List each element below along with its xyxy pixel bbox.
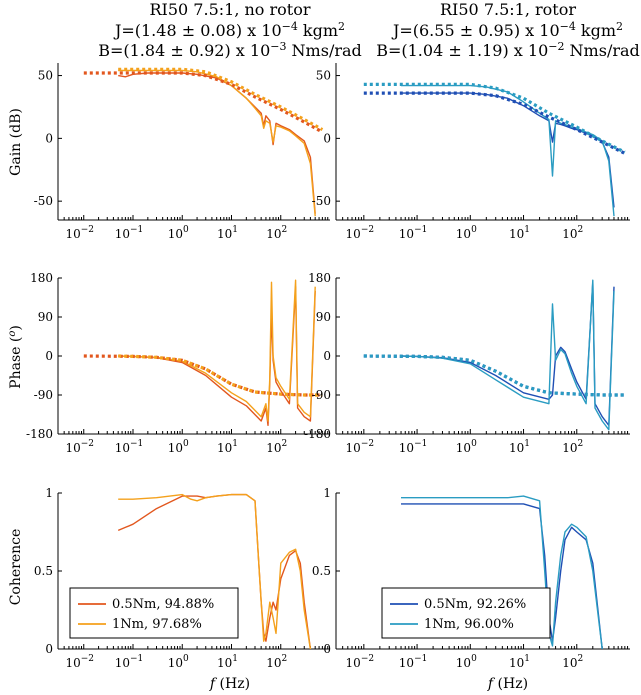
coherence-xtick-label-left-4: 102 [266,654,287,670]
phase-xtick-label-right-4: 102 [562,439,583,455]
coherence-xtick-label-right-1: 10−1 [399,654,428,670]
gain-xtick-label-left-2: 100 [168,225,189,241]
coherence-ytick-label-left-1: 0.5 [34,564,53,578]
phase-ytick-label-right-1: 90 [316,310,331,324]
gain-ytick-label-right-2: -50 [312,194,331,208]
gain-panel-left: 50 0 -50 10−2 10−1 100 101 102 [34,63,330,241]
coherence-ytick-label-left-0: 1 [45,486,53,500]
gain-series-left-2 [83,71,324,134]
gain-ytick-label-left-0: 50 [38,69,53,83]
legend-left: 0.5Nm, 94.88% 1Nm, 97.68% [69,587,239,639]
phase-ytick-label-left-0: 180 [30,271,53,285]
gain-ytick-label-left-1: 0 [45,131,53,145]
phase-ytick-label-left-3: -90 [34,388,53,402]
phase-series-left-0 [118,286,316,426]
x-label-right: f (Hz) [487,676,528,692]
coherence-xtick-label-left-3: 101 [217,654,238,670]
phase-ytick-label-right-2: 0 [323,349,331,363]
title-line1-left: RI50 7.5:1, no rotor [149,0,310,19]
phase-panel-left: 180 90 0 -90 -180 10−2 10−1 100 101 102 [26,271,330,455]
phase-series-left-2 [83,354,323,397]
coherence-ytick-label-right-2: 0 [323,642,331,656]
legend-right: 0.5Nm, 92.26% 1Nm, 96.00% [381,587,551,639]
gain-xtick-label-right-1: 10−1 [399,225,428,241]
coherence-series-left-1 [118,493,312,649]
title-line3-right: B=(1.04 ± 1.19) x 10−2 Nms/rad [376,40,640,60]
phase-xtick-label-left-3: 101 [217,439,238,455]
coherence-xtick-label-left-2: 100 [168,654,189,670]
phase-ytick-label-right-4: -180 [304,427,331,441]
legend-box-left [69,587,239,639]
gain-ytick-label-left-2: -50 [34,194,53,208]
legend-label-right-1: 1Nm, 96.00% [424,617,514,632]
phase-ytick-label-right-3: -90 [312,388,331,402]
phase-series-left-3 [118,354,323,397]
phase-series-right-3 [363,354,625,397]
gain-series-right-0 [401,92,615,208]
gain-xtick-label-left-1: 10−1 [115,225,144,241]
legend-box-right [381,587,551,639]
coherence-ylabel: Coherence [8,529,24,606]
gain-series-left-0 [118,72,316,214]
coherence-ytick-label-left-2: 0 [45,642,53,656]
phase-xtick-label-left-2: 100 [168,439,189,455]
phase-xtick-label-right-2: 100 [456,439,477,455]
column-title-left: RI50 7.5:1, no rotor J=(1.48 ± 0.08) x 1… [98,0,362,60]
phase-xtick-label-right-1: 10−1 [399,439,428,455]
phase-panel-right: 180 90 0 -90 -180 10−2 10−1 100 101 102 [304,271,630,455]
gain-series-right-3 [363,82,626,154]
phase-series-left-1 [118,279,316,422]
gain-ytick-label-right-0: 50 [316,69,331,83]
title-line2-right: J=(6.55 ± 0.95) x 10−4 kgm2 [391,20,623,40]
phase-xtick-label-left-4: 102 [266,439,287,455]
x-label-left: f (Hz) [209,676,250,692]
gain-xtick-label-right-3: 101 [509,225,530,241]
coherence-xtick-label-left-0: 10−2 [65,654,94,670]
phase-xtick-label-left-1: 10−1 [115,439,144,455]
phase-ytick-label-left-1: 90 [38,310,53,324]
gain-xtick-label-left-3: 101 [217,225,238,241]
gain-ylabel: Gain (dB) [8,108,24,176]
phase-ytick-label-right-0: 180 [308,271,331,285]
gain-panel-right: 50 0 -50 10−2 10−1 100 101 102 [312,63,630,241]
coherence-ytick-label-right-0: 1 [323,486,331,500]
title-line1-right: RI50 7.5:1, rotor [440,0,576,19]
column-title-right: RI50 7.5:1, rotor J=(6.55 ± 0.95) x 10−4… [376,0,640,60]
phase-xtick-label-right-0: 10−2 [346,439,375,455]
phase-ytick-label-left-2: 0 [45,349,53,363]
coherence-series-right-1 [401,495,603,649]
coherence-xtick-label-right-2: 100 [456,654,477,670]
gain-xtick-label-right-0: 10−2 [346,225,375,241]
title-line3-left: B=(1.84 ± 0.92) x 10−3 Nms/rad [98,40,362,60]
phase-ylabel: Phase (o) [7,325,24,389]
coherence-xtick-label-right-0: 10−2 [346,654,375,670]
title-line2-left: J=(1.48 ± 0.08) x 10−4 kgm2 [113,20,345,40]
coherence-panel-right: 1 0.5 0 10−2 10−1 100 101 102 [312,486,630,670]
coherence-panel-left: 1 0.5 0 10−2 10−1 100 101 102 [34,486,330,670]
gain-series-left-1 [118,69,316,217]
gain-ytick-label-right-1: 0 [323,131,331,145]
gain-xtick-label-left-0: 10−2 [65,225,94,241]
phase-series-right-1 [400,279,615,431]
gain-xtick-label-right-4: 102 [562,225,583,241]
legend-label-right-0: 0.5Nm, 92.26% [424,597,526,612]
gain-xtick-label-left-4: 102 [266,225,287,241]
phase-series-right-0 [400,281,615,426]
gain-series-left-3 [118,67,324,131]
coherence-xtick-label-left-1: 10−1 [115,654,144,670]
coherence-ytick-label-right-1: 0.5 [312,564,331,578]
gain-series-right-1 [401,84,615,217]
phase-xtick-label-left-0: 10−2 [65,439,94,455]
phase-ytick-label-left-4: -180 [26,427,53,441]
gain-series-right-2 [363,91,626,155]
phase-xtick-label-right-3: 101 [509,439,530,455]
coherence-xtick-label-right-4: 102 [562,654,583,670]
gain-xtick-label-right-2: 100 [456,225,477,241]
coherence-xtick-label-right-3: 101 [509,654,530,670]
legend-label-left-0: 0.5Nm, 94.88% [112,597,214,612]
legend-label-left-1: 1Nm, 97.68% [112,617,202,632]
